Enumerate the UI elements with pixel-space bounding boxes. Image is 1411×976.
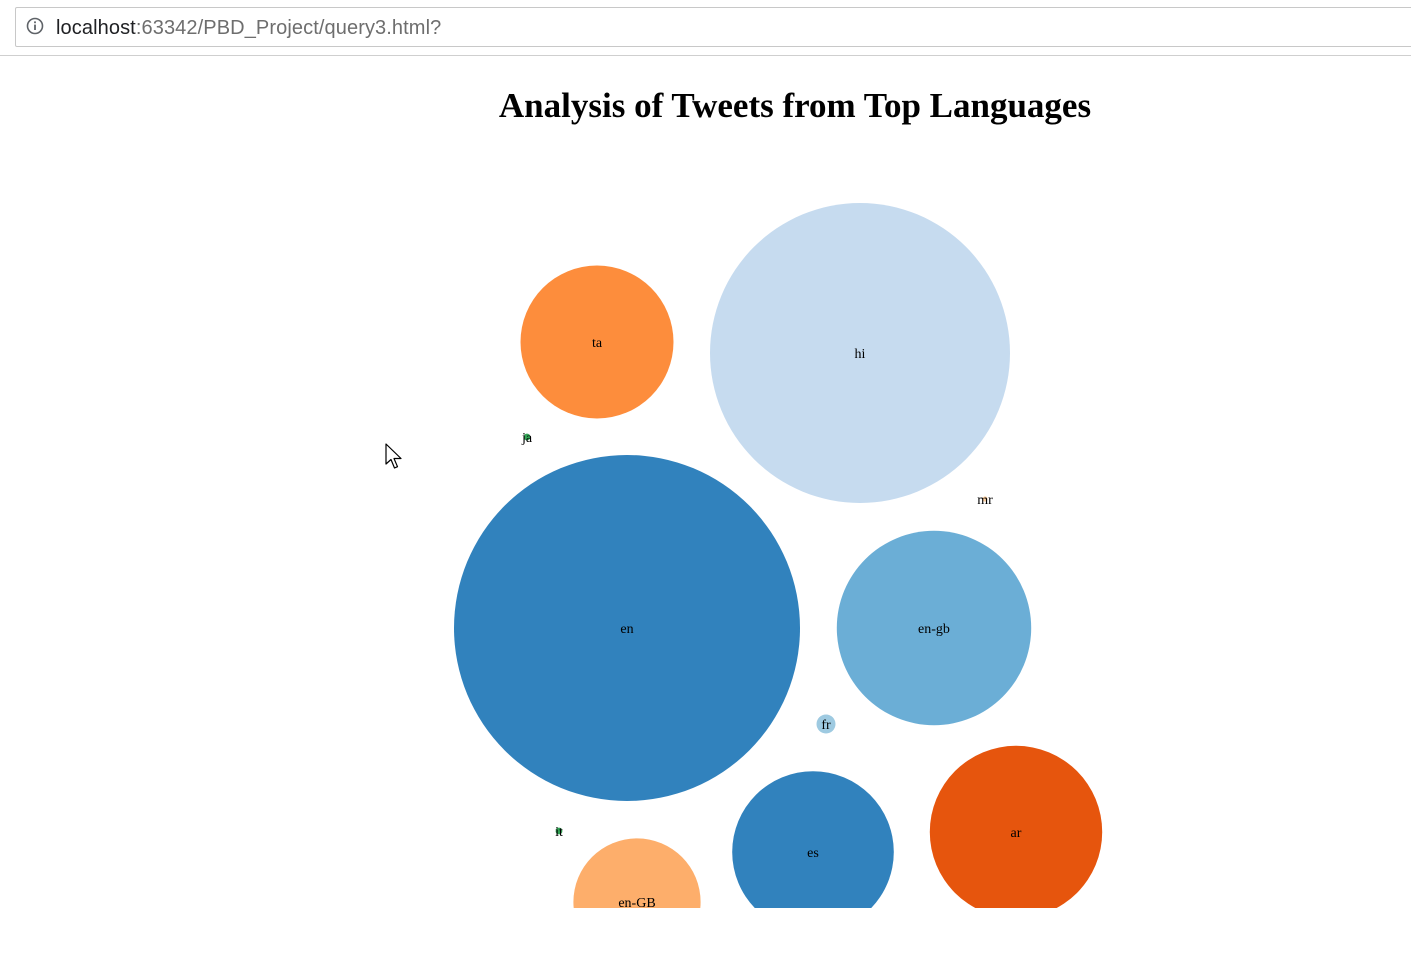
bubble-circle[interactable] (573, 838, 701, 908)
bubble-circle[interactable] (710, 203, 1010, 503)
bubble-en-gb[interactable]: en-gb (836, 530, 1032, 726)
bubble-label: ja (521, 431, 533, 446)
bubble-label: hi (855, 347, 866, 362)
bubble-label: en (620, 622, 633, 637)
bubble-hi[interactable]: hi (710, 203, 1010, 503)
info-icon[interactable] (26, 17, 44, 35)
bubble-ar[interactable]: ar (929, 745, 1103, 908)
url-host: localhost (56, 17, 136, 39)
bubble-ta[interactable]: ta (520, 265, 674, 419)
bubble-circle[interactable] (520, 265, 674, 419)
bubble-label: ar (1011, 826, 1022, 841)
bubble-circle[interactable] (732, 771, 894, 908)
bubble-it[interactable]: it (555, 825, 563, 840)
bubble-label: en-gb (918, 622, 950, 637)
mouse-cursor-icon (385, 443, 402, 469)
page-title: Analysis of Tweets from Top Languages (498, 86, 1092, 125)
browser-toolbar: localhost:63342/PBD_Project/query3.html? (0, 0, 1411, 56)
bubble-en[interactable]: en (454, 455, 800, 801)
bubble-circle[interactable] (555, 827, 563, 835)
url-path: :63342/PBD_Project/query3.html? (135, 17, 442, 39)
bubble-circle[interactable] (523, 433, 531, 441)
bubble-fr[interactable]: fr (816, 714, 836, 734)
bubble-label: it (555, 825, 563, 840)
bubble-ja[interactable]: ja (521, 431, 533, 446)
bubble-circle[interactable] (982, 496, 988, 502)
bubble-circle[interactable] (836, 530, 1032, 726)
bubble-label: mr (977, 493, 993, 508)
bubble-label: es (807, 846, 819, 861)
bubble-circle[interactable] (454, 455, 800, 801)
bubble-mr[interactable]: mr (977, 493, 993, 508)
bubble-es[interactable]: es (732, 771, 894, 908)
bubble-label: en-GB (618, 896, 655, 908)
bubble-chart: hi en ta en-gb ar es en-GB fr ja mr it (454, 203, 1103, 908)
bubble-en-GB[interactable]: en-GB (573, 838, 701, 908)
bubble-circle[interactable] (816, 714, 836, 734)
address-bar[interactable]: localhost:63342/PBD_Project/query3.html? (15, 7, 1411, 47)
bubble-label: ta (592, 336, 603, 351)
bubble-circle[interactable] (929, 745, 1103, 908)
url-text[interactable]: localhost:63342/PBD_Project/query3.html? (56, 16, 441, 40)
bubble-label: fr (821, 718, 831, 733)
bubble-chart-area: hi en ta en-gb ar es en-GB fr ja mr it (0, 150, 1411, 908)
